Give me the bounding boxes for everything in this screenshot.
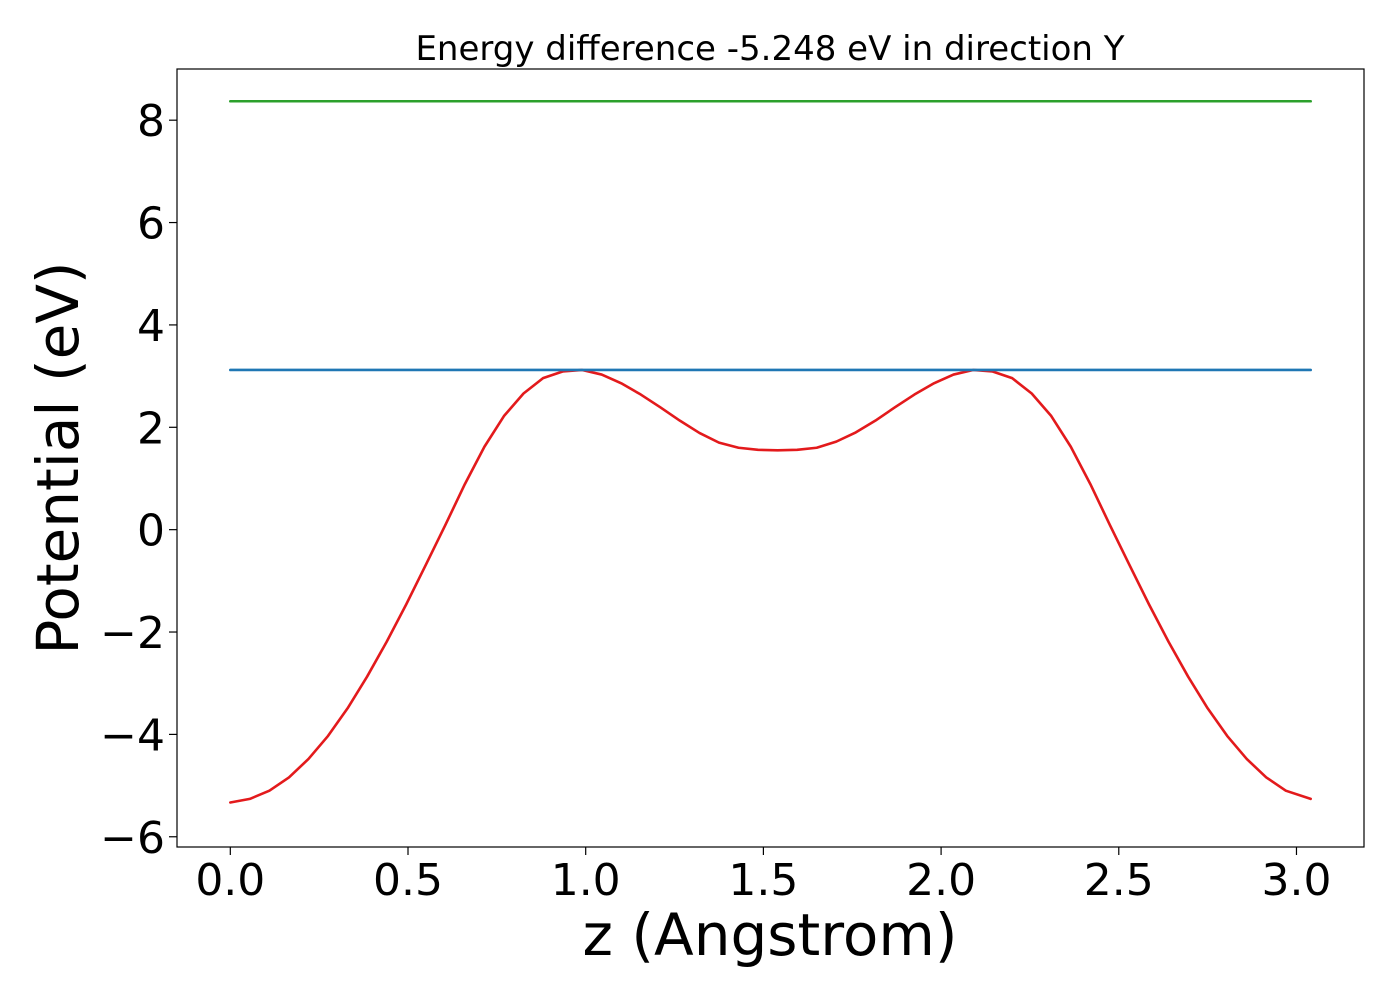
- x-axis-ticks: 0.0 0.5 1.0 1.5 2.0 2.5 3.0: [195, 847, 1331, 906]
- y-tick-label: 6: [137, 199, 165, 250]
- series-layer: [229, 99, 1312, 804]
- x-tick-label: 3.0: [1261, 855, 1331, 906]
- y-axis-ticks: −6 −4 −2 0 2 4 6 8: [100, 96, 177, 864]
- x-axis-label: z (Angstrom): [583, 901, 958, 969]
- x-tick-label: 2.5: [1084, 855, 1154, 906]
- plot-area-frame: [176, 68, 1365, 848]
- y-tick-label: 4: [137, 301, 165, 352]
- x-tick-label: 2.0: [906, 855, 976, 906]
- x-tick-label: 1.0: [551, 855, 621, 906]
- series-potential: [229, 368, 1312, 804]
- x-tick-label: 1.5: [728, 855, 798, 906]
- x-tick-label: 0.5: [373, 855, 443, 906]
- y-tick-label: −2: [100, 608, 165, 659]
- x-tick-label: 0.0: [195, 855, 265, 906]
- y-tick-label: 0: [137, 506, 165, 557]
- chart-title: Energy difference -5.248 eV in direction…: [415, 29, 1124, 69]
- y-tick-label: 8: [137, 96, 165, 147]
- y-axis-label: Potential (eV): [24, 261, 92, 654]
- y-tick-label: −6: [100, 813, 165, 864]
- y-tick-label: −4: [100, 710, 165, 761]
- y-tick-label: 2: [137, 403, 165, 454]
